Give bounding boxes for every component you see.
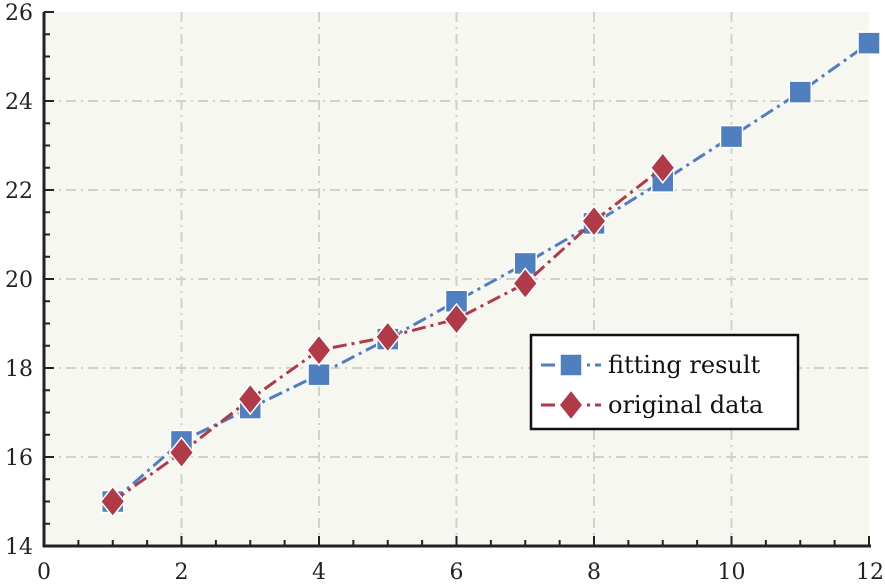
x-tick-label: 8 — [587, 560, 601, 585]
y-tick-label: 18 — [5, 357, 33, 382]
y-tick-label: 26 — [5, 1, 33, 26]
x-tick-label: 4 — [312, 560, 326, 585]
legend-marker-square — [560, 354, 582, 376]
x-tick-label: 12 — [856, 560, 884, 585]
data-point-square — [789, 81, 811, 103]
legend-item: original data — [541, 390, 763, 420]
legend: fitting result original data — [531, 335, 798, 429]
x-tick-label: 0 — [37, 560, 51, 585]
data-point-square — [858, 32, 880, 54]
x-tick-label: 2 — [175, 560, 189, 585]
y-tick-label: 20 — [5, 268, 33, 293]
legend-label: fitting result — [608, 351, 761, 379]
data-point-square — [308, 364, 330, 386]
x-tick-label: 10 — [718, 560, 746, 585]
y-tick-label: 22 — [5, 179, 33, 204]
y-tick-label: 24 — [5, 90, 33, 115]
y-tick-label: 16 — [5, 446, 33, 471]
x-tick-label: 6 — [450, 560, 464, 585]
data-point-square — [721, 126, 743, 148]
legend-item: fitting result — [541, 351, 761, 379]
legend-label: original data — [608, 391, 763, 419]
y-tick-label: 14 — [5, 535, 33, 560]
